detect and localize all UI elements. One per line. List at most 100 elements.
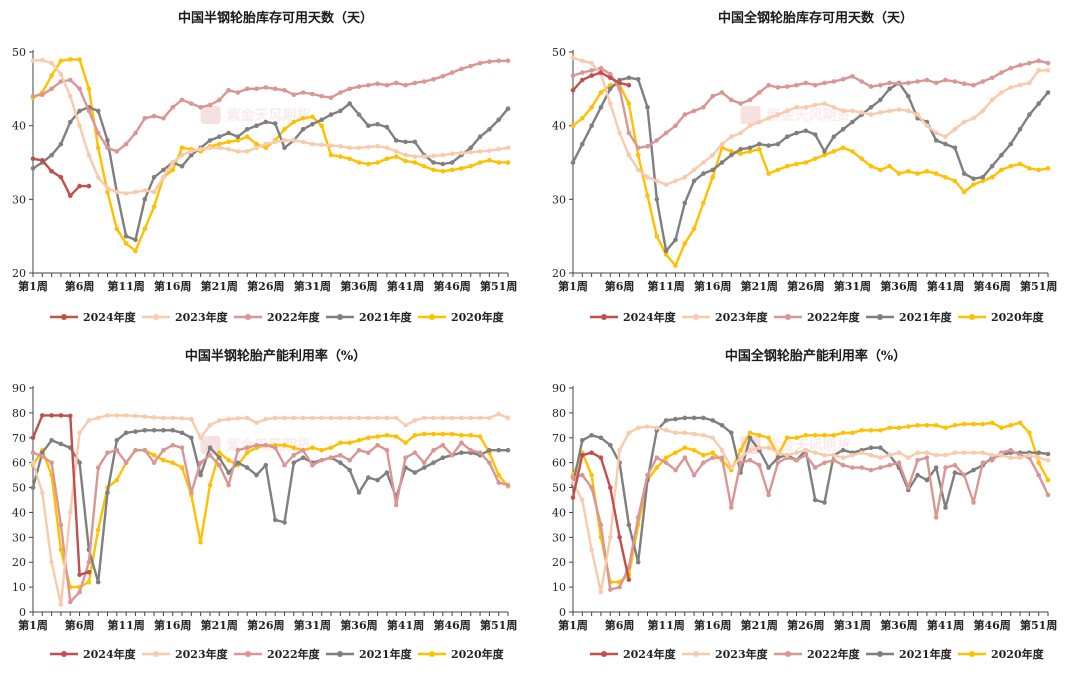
data-point	[487, 59, 492, 64]
data-point	[40, 158, 45, 163]
x-tick-label: 第6周	[605, 618, 635, 632]
legend-label: 2023年度	[715, 310, 769, 324]
data-point	[114, 189, 120, 195]
data-point	[961, 119, 967, 125]
data-point	[1045, 451, 1051, 457]
legend-marker	[245, 314, 251, 320]
data-point	[784, 84, 790, 89]
data-point	[58, 58, 64, 64]
data-point	[459, 150, 464, 156]
data-point	[589, 60, 594, 66]
data-point	[244, 86, 250, 92]
data-point	[831, 134, 837, 139]
data-point	[868, 105, 874, 110]
data-point	[738, 460, 743, 465]
data-point	[729, 152, 734, 158]
data-point	[822, 149, 827, 154]
data-point	[95, 108, 101, 114]
data-point	[803, 452, 809, 458]
data-point	[803, 160, 809, 165]
data-point	[868, 84, 874, 89]
data-point	[812, 465, 818, 470]
data-point	[822, 460, 827, 465]
series-2023年度	[30, 411, 511, 607]
data-point	[1036, 472, 1041, 478]
x-tick-label: 第41周	[927, 618, 964, 632]
data-point	[943, 141, 948, 147]
x-tick-label: 第26周	[787, 279, 824, 293]
data-point	[235, 138, 241, 143]
data-point	[487, 415, 492, 421]
data-point	[589, 123, 594, 128]
data-point	[933, 423, 939, 428]
data-point	[915, 79, 920, 84]
data-point	[217, 141, 222, 147]
data-point	[589, 472, 594, 478]
series-line	[31, 432, 509, 589]
data-point	[1008, 141, 1013, 147]
data-point	[68, 599, 73, 605]
data-point	[170, 167, 175, 173]
data-point	[459, 450, 464, 455]
legend-item: 2022年度	[234, 647, 321, 661]
series-line	[572, 59, 1049, 150]
data-point	[775, 167, 781, 173]
data-point	[915, 457, 920, 463]
data-point	[570, 55, 576, 61]
data-point	[1036, 167, 1041, 173]
data-point	[421, 79, 427, 84]
data-point	[803, 80, 809, 86]
data-point	[906, 108, 911, 114]
data-point	[896, 171, 902, 176]
data-point	[915, 472, 920, 478]
data-point	[412, 470, 418, 475]
data-point	[477, 160, 483, 165]
data-point	[198, 105, 203, 110]
data-point	[663, 428, 669, 433]
data-point	[477, 134, 483, 139]
data-point	[850, 452, 855, 458]
data-point	[366, 123, 371, 128]
data-point	[1045, 477, 1051, 483]
data-point	[794, 457, 799, 463]
data-point	[589, 105, 594, 110]
data-point	[906, 424, 911, 429]
data-point	[663, 460, 669, 465]
data-point	[999, 167, 1004, 173]
y-tick-label: 90	[12, 382, 26, 395]
data-point	[133, 429, 138, 434]
data-point	[58, 522, 64, 528]
data-point	[933, 80, 939, 86]
data-point	[68, 413, 73, 419]
data-point	[645, 193, 650, 198]
x-tick-label: 第51周	[1020, 279, 1057, 293]
data-point	[449, 151, 455, 156]
data-point	[170, 460, 175, 465]
data-point	[254, 442, 259, 448]
data-point	[133, 130, 138, 136]
data-point	[729, 505, 734, 510]
data-point	[812, 156, 818, 162]
data-point	[226, 457, 231, 463]
data-point	[95, 145, 101, 151]
data-point	[338, 154, 343, 159]
data-point	[635, 559, 641, 565]
data-point	[356, 160, 362, 165]
legend-label: 2024年度	[83, 647, 137, 661]
legend-marker	[693, 314, 699, 320]
data-point	[161, 457, 166, 463]
data-point	[1045, 60, 1051, 66]
data-point	[831, 105, 837, 110]
data-point	[971, 176, 976, 181]
legend-label: 2022年度	[267, 310, 321, 324]
chart-svg: 中国半钢轮胎库存可用天数（天）紫金天风期货20304050第1周 第6周 第11周第…	[12, 10, 517, 324]
data-point	[1027, 166, 1032, 171]
data-point	[105, 189, 110, 195]
data-point	[840, 127, 846, 132]
data-point	[468, 415, 474, 421]
data-point	[840, 145, 846, 151]
x-tick-label: 第46周	[433, 279, 470, 293]
data-point	[319, 123, 325, 128]
data-point	[887, 86, 892, 92]
data-point	[608, 442, 613, 448]
